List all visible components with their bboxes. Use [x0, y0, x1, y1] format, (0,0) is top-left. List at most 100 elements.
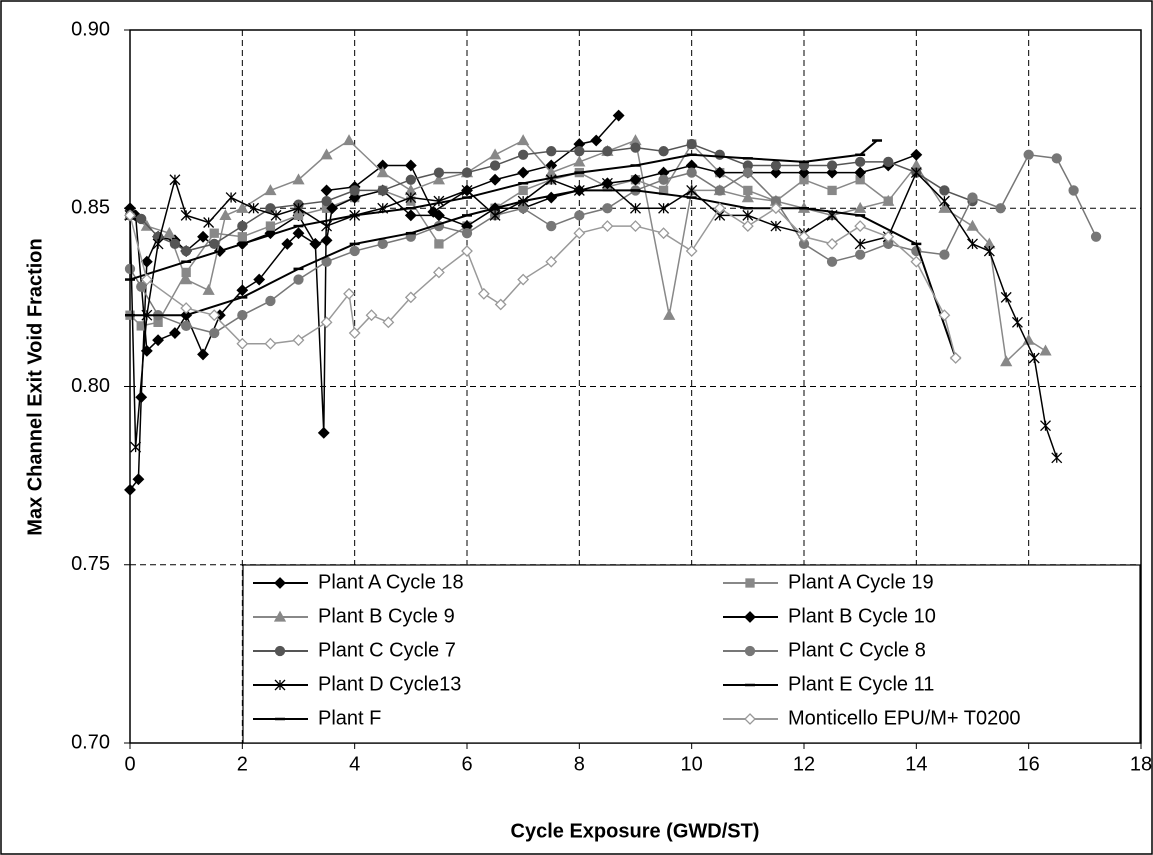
marker — [1090, 231, 1102, 242]
legend-label: Plant C Cycle 8 — [788, 639, 926, 661]
marker — [181, 320, 192, 332]
marker — [574, 146, 585, 157]
marker — [433, 167, 445, 178]
marker — [237, 310, 248, 321]
marker — [489, 160, 501, 171]
marker — [237, 220, 248, 232]
marker — [136, 213, 147, 225]
marker — [152, 238, 164, 250]
marker — [1040, 420, 1051, 432]
marker — [855, 249, 866, 260]
marker — [163, 226, 176, 238]
legend-label: Monticello EPU/M+ T0200 — [788, 707, 1021, 729]
marker — [432, 209, 445, 222]
x-tick-label: 8 — [574, 753, 585, 775]
marker — [742, 209, 754, 221]
marker — [292, 173, 305, 185]
x-tick-label: 16 — [1018, 753, 1040, 775]
marker — [910, 167, 922, 179]
marker — [686, 138, 697, 150]
marker — [883, 156, 894, 168]
x-tick-label: 14 — [905, 753, 927, 775]
marker — [741, 191, 754, 203]
marker — [237, 232, 247, 242]
marker — [432, 266, 445, 279]
marker — [434, 239, 444, 249]
marker — [545, 255, 558, 268]
marker — [741, 220, 754, 232]
marker — [602, 203, 613, 214]
marker — [826, 160, 838, 171]
marker — [713, 202, 726, 215]
marker — [349, 245, 360, 257]
x-axis-label: Cycle Exposure (GWD/ST) — [511, 820, 760, 842]
legend — [242, 564, 1141, 744]
marker — [140, 273, 153, 286]
marker — [517, 273, 530, 286]
marker — [180, 302, 193, 314]
marker — [938, 309, 951, 322]
marker — [135, 391, 148, 404]
marker — [601, 220, 614, 232]
marker — [517, 166, 530, 179]
marker — [742, 167, 753, 178]
marker — [461, 245, 473, 257]
marker — [854, 238, 866, 250]
marker — [882, 230, 895, 243]
marker — [826, 166, 839, 179]
marker — [404, 159, 417, 172]
marker — [590, 134, 603, 147]
marker — [405, 174, 416, 185]
marker — [236, 284, 249, 297]
marker — [365, 309, 378, 322]
marker — [939, 185, 950, 196]
marker — [197, 230, 209, 243]
marker — [136, 281, 147, 292]
y-axis-label: Max Channel Exit Void Fraction — [24, 238, 46, 535]
marker — [320, 316, 333, 329]
marker — [326, 202, 339, 215]
y-tick-label: 0.75 — [71, 553, 110, 575]
marker — [265, 203, 276, 214]
series-line — [130, 189, 957, 359]
marker — [966, 219, 979, 231]
marker — [124, 263, 136, 275]
marker — [270, 209, 282, 221]
marker — [209, 228, 219, 238]
marker — [320, 184, 333, 197]
marker — [273, 610, 287, 622]
marker — [132, 473, 145, 486]
marker — [203, 217, 215, 228]
marker — [321, 195, 332, 207]
legend-label: Plant B Cycle 9 — [318, 605, 455, 627]
marker — [140, 255, 153, 268]
marker — [461, 167, 473, 178]
marker — [197, 348, 209, 361]
marker — [939, 249, 950, 260]
marker — [377, 238, 388, 250]
marker — [882, 194, 895, 206]
marker — [686, 167, 697, 178]
marker — [826, 256, 838, 267]
marker — [573, 155, 586, 167]
marker — [1051, 452, 1063, 464]
marker — [274, 679, 286, 691]
marker — [938, 201, 951, 213]
marker — [202, 283, 215, 295]
x-tick-label: 10 — [681, 753, 703, 775]
marker — [686, 184, 698, 196]
legend-label: Plant A Cycle 18 — [318, 571, 464, 593]
marker — [854, 166, 867, 179]
marker — [744, 713, 756, 725]
marker — [995, 203, 1006, 214]
marker — [489, 209, 501, 221]
marker — [663, 308, 676, 320]
marker — [612, 109, 625, 122]
marker — [274, 645, 286, 657]
marker — [342, 134, 356, 146]
marker — [658, 146, 669, 157]
marker — [169, 174, 181, 186]
x-tick-label: 12 — [793, 753, 815, 775]
marker — [377, 185, 388, 196]
marker — [630, 202, 641, 214]
